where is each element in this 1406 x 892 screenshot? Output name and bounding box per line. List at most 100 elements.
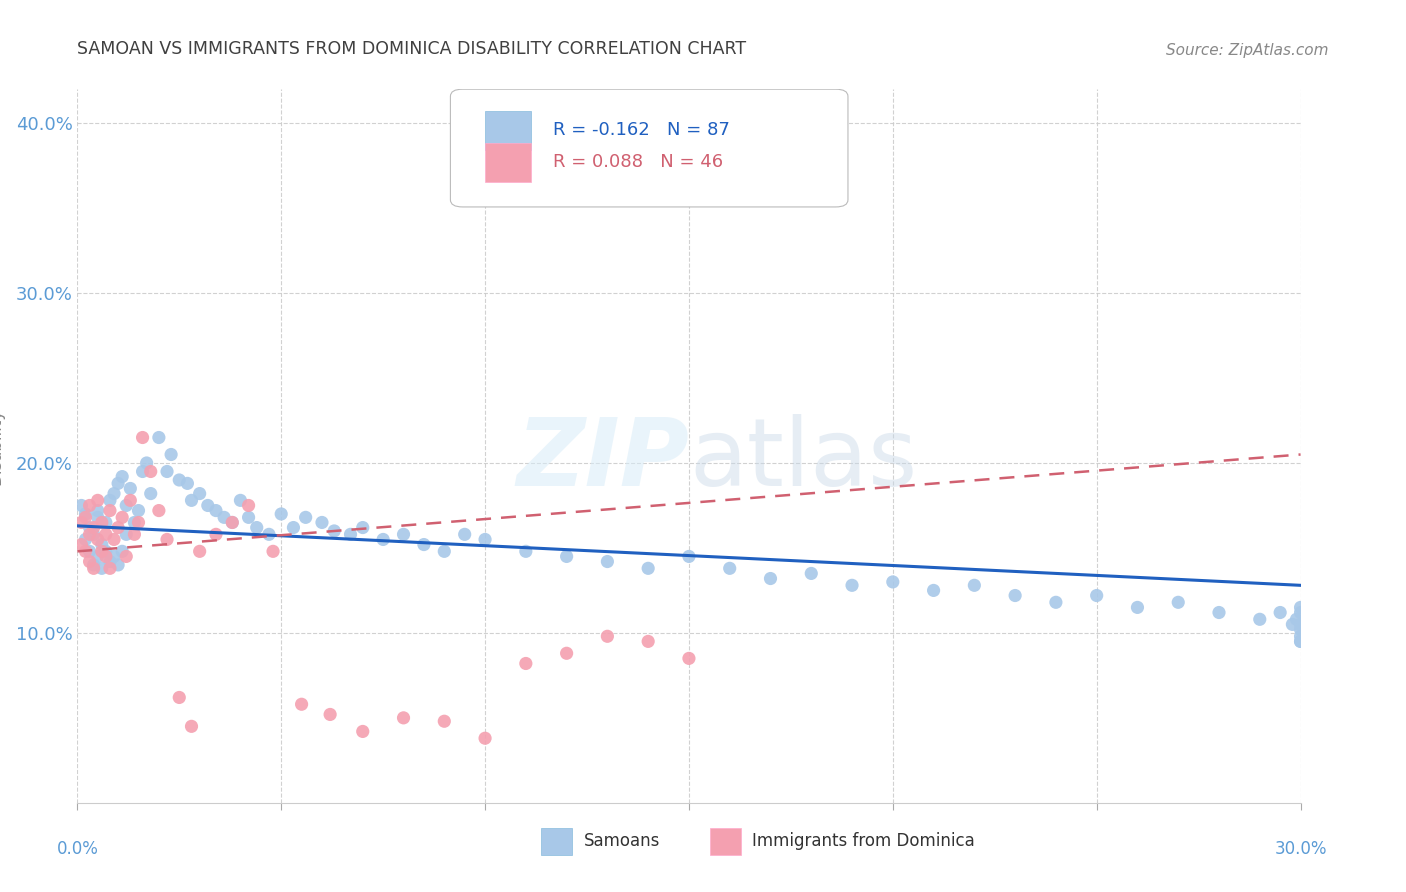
Point [1289,634,1312,648]
Point [246,520,269,534]
Point [474,731,496,746]
Text: Samoans: Samoans [583,832,659,850]
Point [323,524,346,538]
Point [922,583,945,598]
Point [115,499,138,513]
Point [111,510,134,524]
Point [135,456,157,470]
Point [124,527,146,541]
Point [83,527,105,541]
Point [262,544,284,558]
Point [111,469,134,483]
Text: ZIP: ZIP [516,414,689,507]
Point [474,533,496,547]
Point [637,561,659,575]
Point [229,493,252,508]
Point [188,486,211,500]
Point [1289,634,1312,648]
Point [107,520,129,534]
Point [678,651,700,665]
FancyBboxPatch shape [450,89,848,207]
Point [283,520,305,534]
Y-axis label: Disability: Disability [0,408,4,484]
Point [90,561,112,575]
Point [1208,606,1230,620]
Point [107,558,129,572]
Text: R = -0.162   N = 87: R = -0.162 N = 87 [553,121,730,139]
Point [115,549,138,564]
Point [205,503,228,517]
Point [94,544,117,558]
Point [1289,617,1312,632]
Point [120,482,142,496]
Point [882,574,904,589]
Point [139,465,162,479]
Point [1289,606,1312,620]
Text: atlas: atlas [689,414,917,507]
Point [515,544,537,558]
Point [79,555,101,569]
FancyBboxPatch shape [485,111,531,150]
Point [238,499,260,513]
Point [87,503,110,517]
Point [238,510,260,524]
Point [131,465,153,479]
Point [94,527,117,541]
Point [70,499,93,513]
Point [131,430,153,444]
Point [1167,595,1189,609]
Point [596,629,619,643]
Point [294,510,316,524]
Point [1268,606,1291,620]
Point [103,549,125,564]
Point [257,527,280,541]
Point [103,486,125,500]
Point [392,527,415,541]
Point [90,537,112,551]
Point [75,533,97,547]
Point [83,520,105,534]
Text: 30.0%: 30.0% [1274,840,1327,858]
Point [79,544,101,558]
Point [1126,600,1149,615]
Point [596,555,619,569]
Point [98,493,121,508]
Point [79,499,101,513]
Point [637,634,659,648]
Point [221,516,243,530]
Point [107,476,129,491]
Point [212,510,235,524]
Point [75,507,97,521]
Point [392,711,415,725]
Point [352,724,374,739]
Point [87,510,110,524]
Point [319,707,342,722]
Point [339,527,361,541]
Point [111,544,134,558]
Point [555,549,578,564]
Point [94,516,117,530]
Point [759,572,782,586]
Point [124,516,146,530]
Point [79,527,101,541]
Point [87,493,110,508]
Point [270,507,292,521]
Point [678,549,700,564]
Point [103,533,125,547]
Point [127,516,149,530]
Text: Source: ZipAtlas.com: Source: ZipAtlas.com [1166,43,1329,58]
Point [352,520,374,534]
Point [169,473,191,487]
FancyBboxPatch shape [541,828,572,855]
Point [70,537,93,551]
Point [1281,617,1303,632]
Point [83,558,105,572]
Point [139,486,162,500]
Point [90,544,112,558]
Point [75,510,97,524]
Point [176,476,198,491]
Point [94,549,117,564]
Text: SAMOAN VS IMMIGRANTS FROM DOMINICA DISABILITY CORRELATION CHART: SAMOAN VS IMMIGRANTS FROM DOMINICA DISAB… [77,40,747,58]
Point [433,544,456,558]
Point [127,503,149,517]
